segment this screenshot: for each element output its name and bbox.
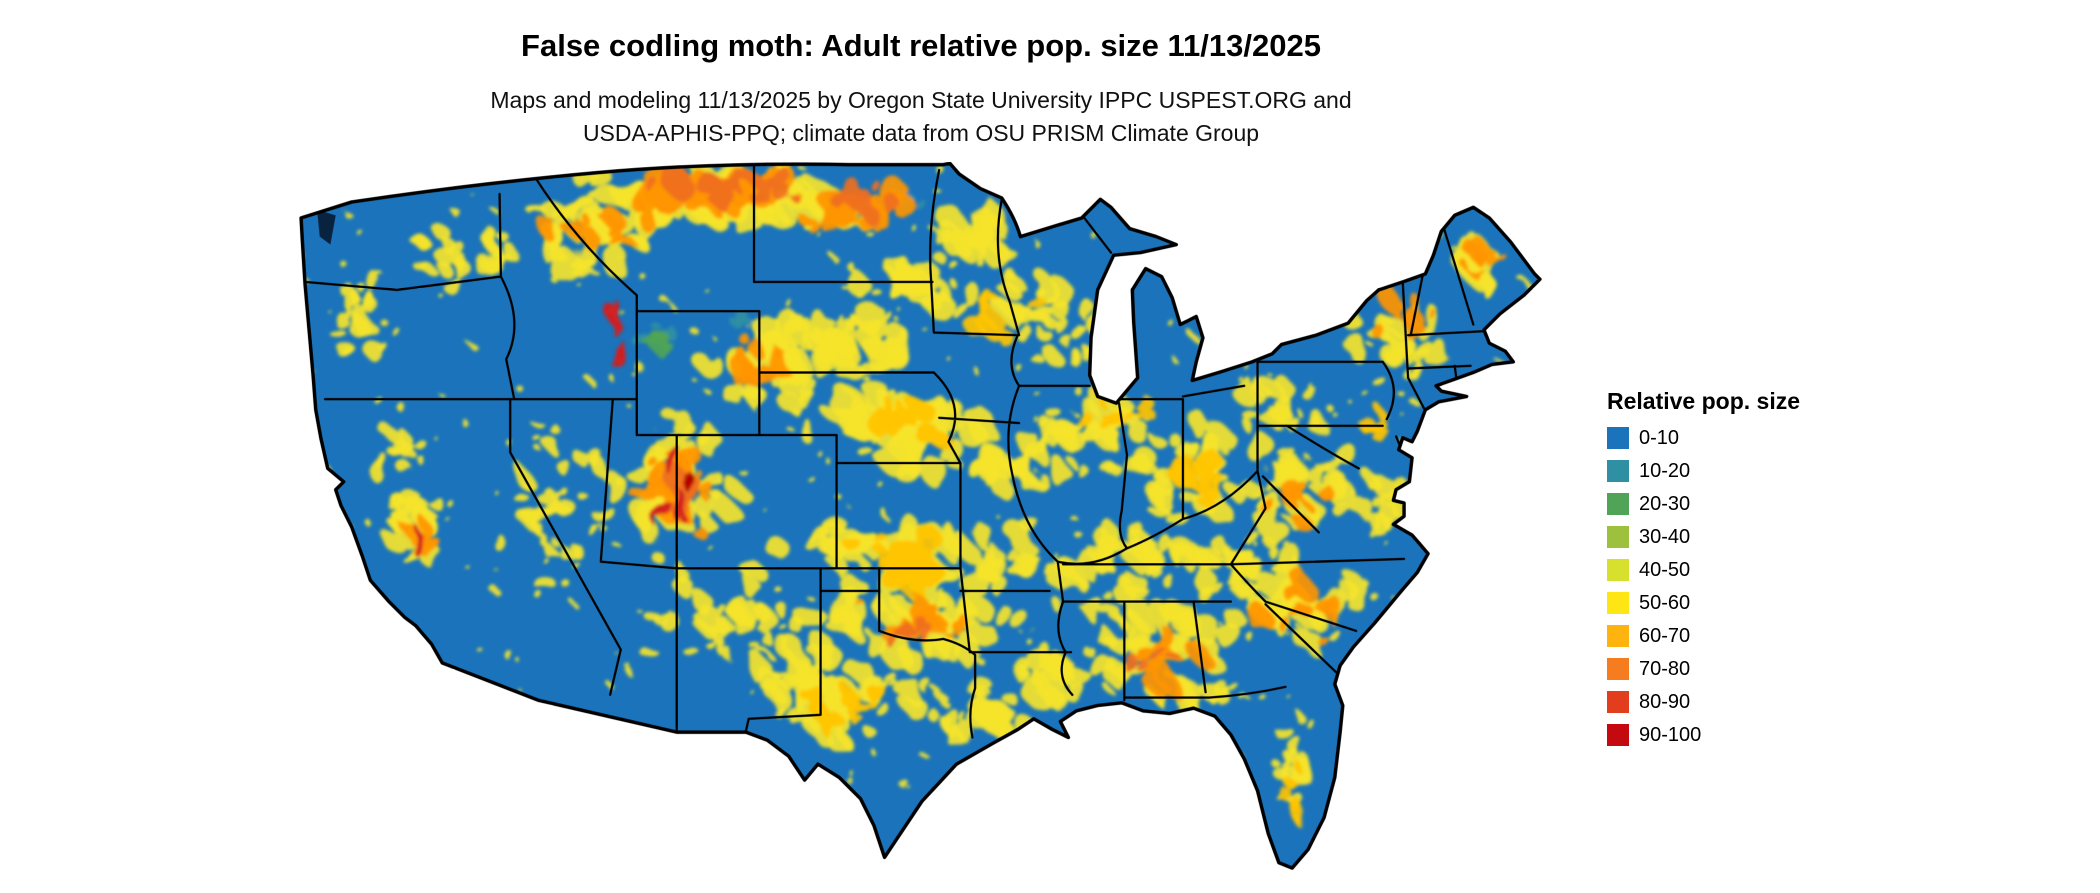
legend-item-80-90: 80-90 bbox=[1607, 691, 1867, 713]
legend-label: 30-40 bbox=[1639, 525, 1691, 548]
legend-item-50-60: 50-60 bbox=[1607, 592, 1867, 614]
legend-title: Relative pop. size bbox=[1607, 388, 1801, 414]
legend-item-0-10: 0-10 bbox=[1607, 427, 1867, 449]
state-borders bbox=[303, 164, 1486, 739]
legend-label: 70-80 bbox=[1639, 657, 1691, 680]
us-map-svg bbox=[299, 161, 1542, 870]
legend-label: 40-50 bbox=[1639, 558, 1691, 581]
legend-item-10-20: 10-20 bbox=[1607, 460, 1867, 482]
legend-item-90-100: 90-100 bbox=[1607, 724, 1867, 746]
page-title: False codling moth: Adult relative pop. … bbox=[521, 28, 1321, 63]
map-subtitle-line2: USDA-APHIS-PPQ; climate data from OSU PR… bbox=[582, 120, 1260, 146]
legend: Relative pop. size 0-10 10-20 20-30 30-40 40… bbox=[1607, 388, 1867, 757]
legend-swatch bbox=[1607, 724, 1629, 746]
legend-label: 80-90 bbox=[1639, 690, 1691, 713]
legend-label: 10-20 bbox=[1639, 459, 1691, 482]
map-subtitle-line1: Maps and modeling 11/13/2025 by Oregon S… bbox=[490, 87, 1352, 113]
legend-swatch bbox=[1607, 625, 1629, 647]
legend-swatch bbox=[1607, 526, 1629, 548]
legend-item-70-80: 70-80 bbox=[1607, 658, 1867, 680]
puget-sound-water bbox=[317, 209, 336, 245]
legend-swatch bbox=[1607, 691, 1629, 713]
hotspot-layer bbox=[301, 163, 1533, 869]
legend-swatch bbox=[1607, 460, 1629, 482]
legend-swatch bbox=[1607, 427, 1629, 449]
legend-swatch bbox=[1607, 559, 1629, 581]
legend-item-40-50: 40-50 bbox=[1607, 559, 1867, 581]
legend-item-60-70: 60-70 bbox=[1607, 625, 1867, 647]
us-map bbox=[274, 161, 1559, 888]
legend-label: 90-100 bbox=[1639, 723, 1702, 746]
legend-label: 60-70 bbox=[1639, 624, 1691, 647]
legend-item-20-30: 20-30 bbox=[1607, 493, 1867, 515]
legend-label: 50-60 bbox=[1639, 591, 1691, 614]
legend-swatch bbox=[1607, 658, 1629, 680]
us-outline bbox=[299, 161, 1542, 870]
legend-label: 20-30 bbox=[1639, 492, 1691, 515]
legend-swatch bbox=[1607, 592, 1629, 614]
legend-item-30-40: 30-40 bbox=[1607, 526, 1867, 548]
legend-label: 0-10 bbox=[1639, 426, 1680, 449]
legend-swatch bbox=[1607, 493, 1629, 515]
legend-items: 0-10 10-20 20-30 30-40 40-50 50-60 60-70 70-80 8… bbox=[1607, 427, 1867, 746]
